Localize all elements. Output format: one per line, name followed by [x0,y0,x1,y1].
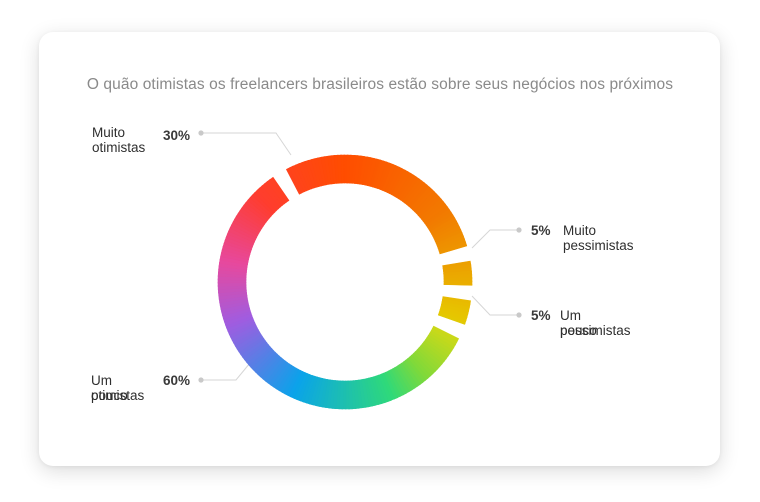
value-label-um-pouco-otimistas: 60% [163,373,191,388]
leader-um-pouco-otimistas [201,362,251,381]
label-name-line2: otimistas [91,388,145,403]
leader-muito-otimistas-dot [198,130,204,136]
donut-ring [217,154,473,410]
label-name-line2: otimistas [92,140,146,155]
slice-um-pouco-otimistas [271,176,290,202]
value-label-muito-otimistas: 30% [163,128,191,143]
leader-muito-pessimistas [471,229,519,249]
leader-muito-otimistas [201,132,292,156]
leader-um-pouco-otimistas-dot [198,377,204,383]
slice-um-pouco-pessimistas [437,313,466,325]
label-name-line1: Um pouco [560,308,597,338]
label-name-line2: pessimistas [560,323,631,338]
slice-muito-otimistas [439,244,468,255]
chart-title: O quão otimistas os freelancers brasilei… [86,76,674,93]
slice-muito-pessimistas [443,283,473,286]
leader-um-pouco-pessimistas [471,295,519,316]
label-name-line1: Muito [92,125,126,140]
label-name-line1: Muito [563,223,597,238]
value-label-muito-pessimistas: 5% [531,223,551,238]
value-label-um-pouco-pessimistas: 5% [531,308,551,323]
leader-um-pouco-pessimistas-dot [516,312,522,318]
label-name-line1: Um pouco [91,373,128,403]
leader-lines [198,130,522,383]
label-name-line2: pessimistas [563,238,634,253]
leader-muito-pessimistas-dot [516,227,522,233]
